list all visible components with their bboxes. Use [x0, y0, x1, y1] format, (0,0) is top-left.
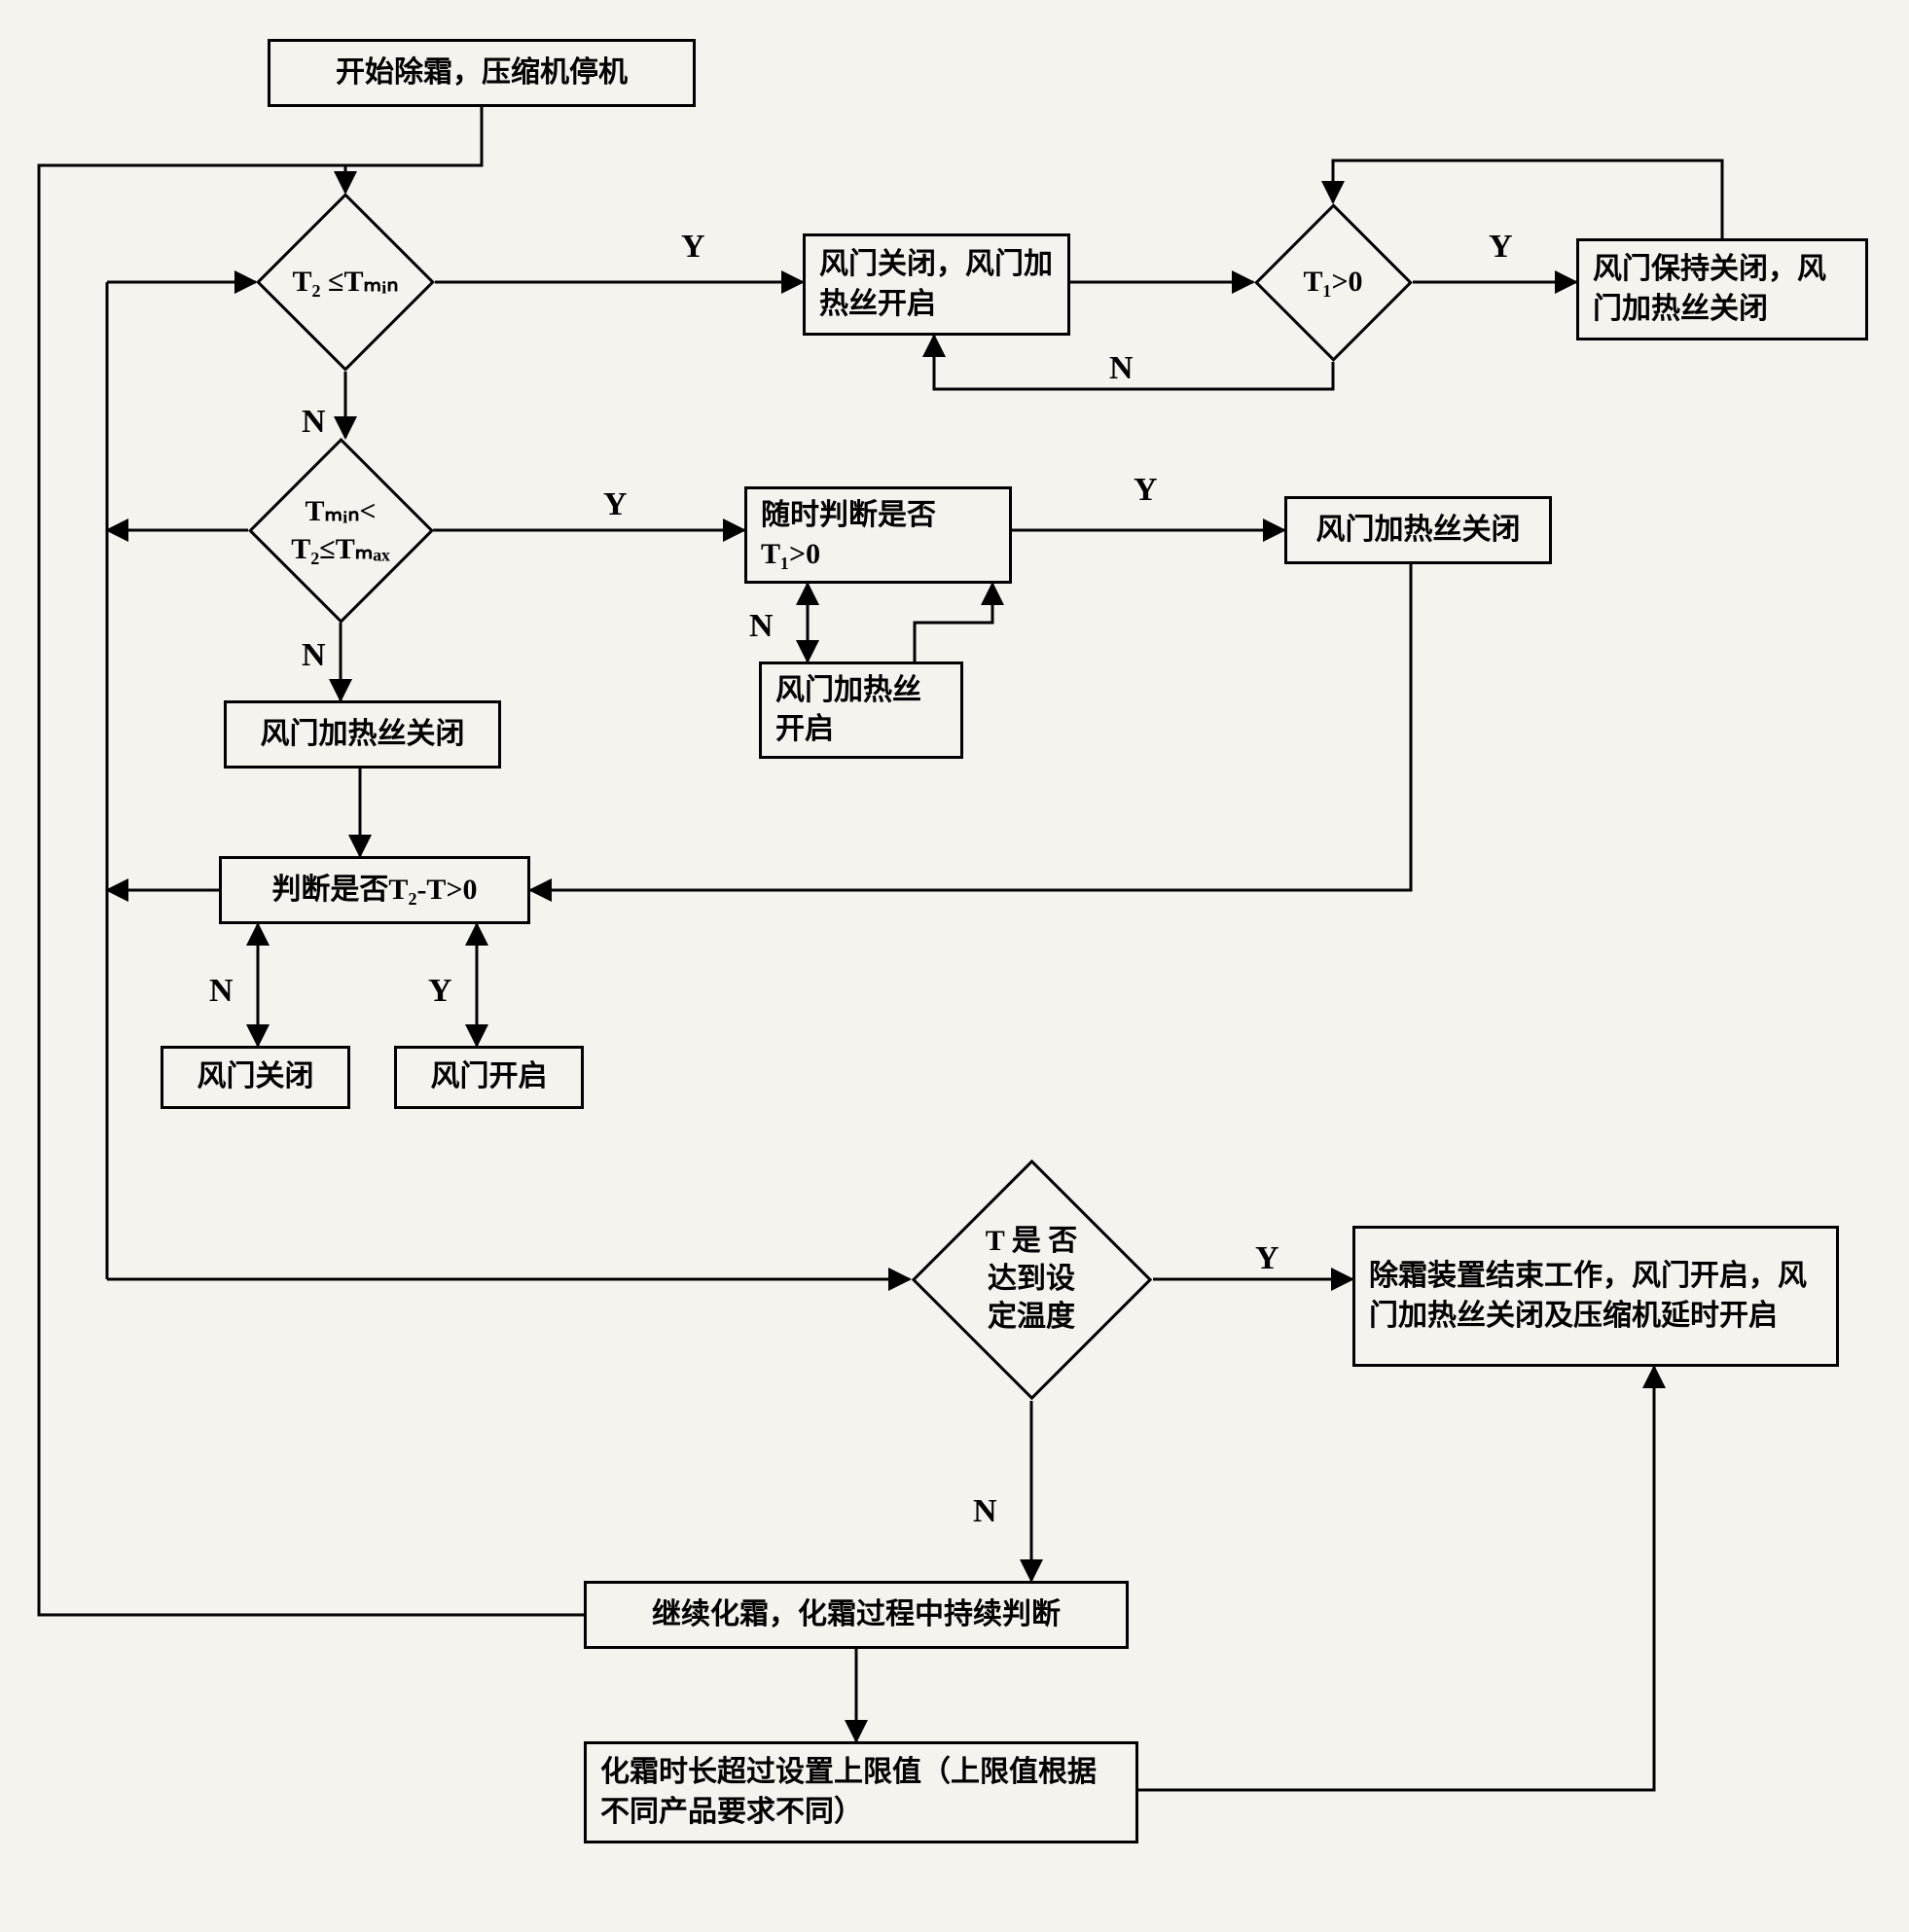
node-n9: 风门关闭 [161, 1046, 350, 1109]
edge-12 [915, 584, 992, 662]
label-d2_n: N [1109, 350, 1134, 387]
label-n8_y: Y [428, 973, 452, 1010]
label-d4_y: Y [1255, 1240, 1279, 1277]
edge-0 [345, 107, 482, 193]
node-n11: 除霜装置结束工作，风门开启，风门加热丝关闭及压缩机延时开启 [1352, 1226, 1839, 1367]
label-d1_y: Y [681, 229, 705, 266]
node-n12: 继续化霜，化霜过程中持续判断 [584, 1581, 1129, 1649]
node-n13: 化霜时长超过设置上限值（上限值根据不同产品要求不同） [584, 1741, 1138, 1843]
node-start: 开始除霜，压缩机停机 [268, 39, 696, 107]
label-d4_n: N [973, 1493, 997, 1530]
label-d1_n: N [302, 404, 326, 441]
node-n6: 风门加热丝开启 [759, 662, 963, 759]
label-d3_y: Y [603, 486, 628, 523]
node-n5: 风门加热丝关闭 [1284, 496, 1552, 564]
edge-13 [530, 564, 1411, 890]
label-d2_y: Y [1489, 229, 1513, 266]
node-n8: 判断是否T₂-T>0 [219, 856, 530, 924]
node-n10: 风门开启 [394, 1046, 584, 1109]
edge-6 [1333, 161, 1722, 238]
edge-5 [934, 336, 1333, 389]
label-d3_n: N [302, 637, 326, 674]
label-n4_y: Y [1134, 472, 1158, 509]
edge-23 [1138, 1367, 1654, 1790]
node-n3: 风门保持关闭，风门加热丝关闭 [1576, 238, 1868, 340]
label-n4_n: N [749, 608, 774, 645]
flowchart-canvas: 开始除霜，压缩机停机T₂ ≤Tₘᵢₙ风门关闭，风门加热丝开启T₁>0风门保持关闭… [0, 0, 1909, 1932]
label-n8_n: N [209, 973, 234, 1010]
node-n2: 风门关闭，风门加热丝开启 [803, 233, 1070, 336]
node-n7: 风门加热丝关闭 [224, 700, 501, 769]
node-n4: 随时判断是否T₁>0 [744, 486, 1012, 584]
